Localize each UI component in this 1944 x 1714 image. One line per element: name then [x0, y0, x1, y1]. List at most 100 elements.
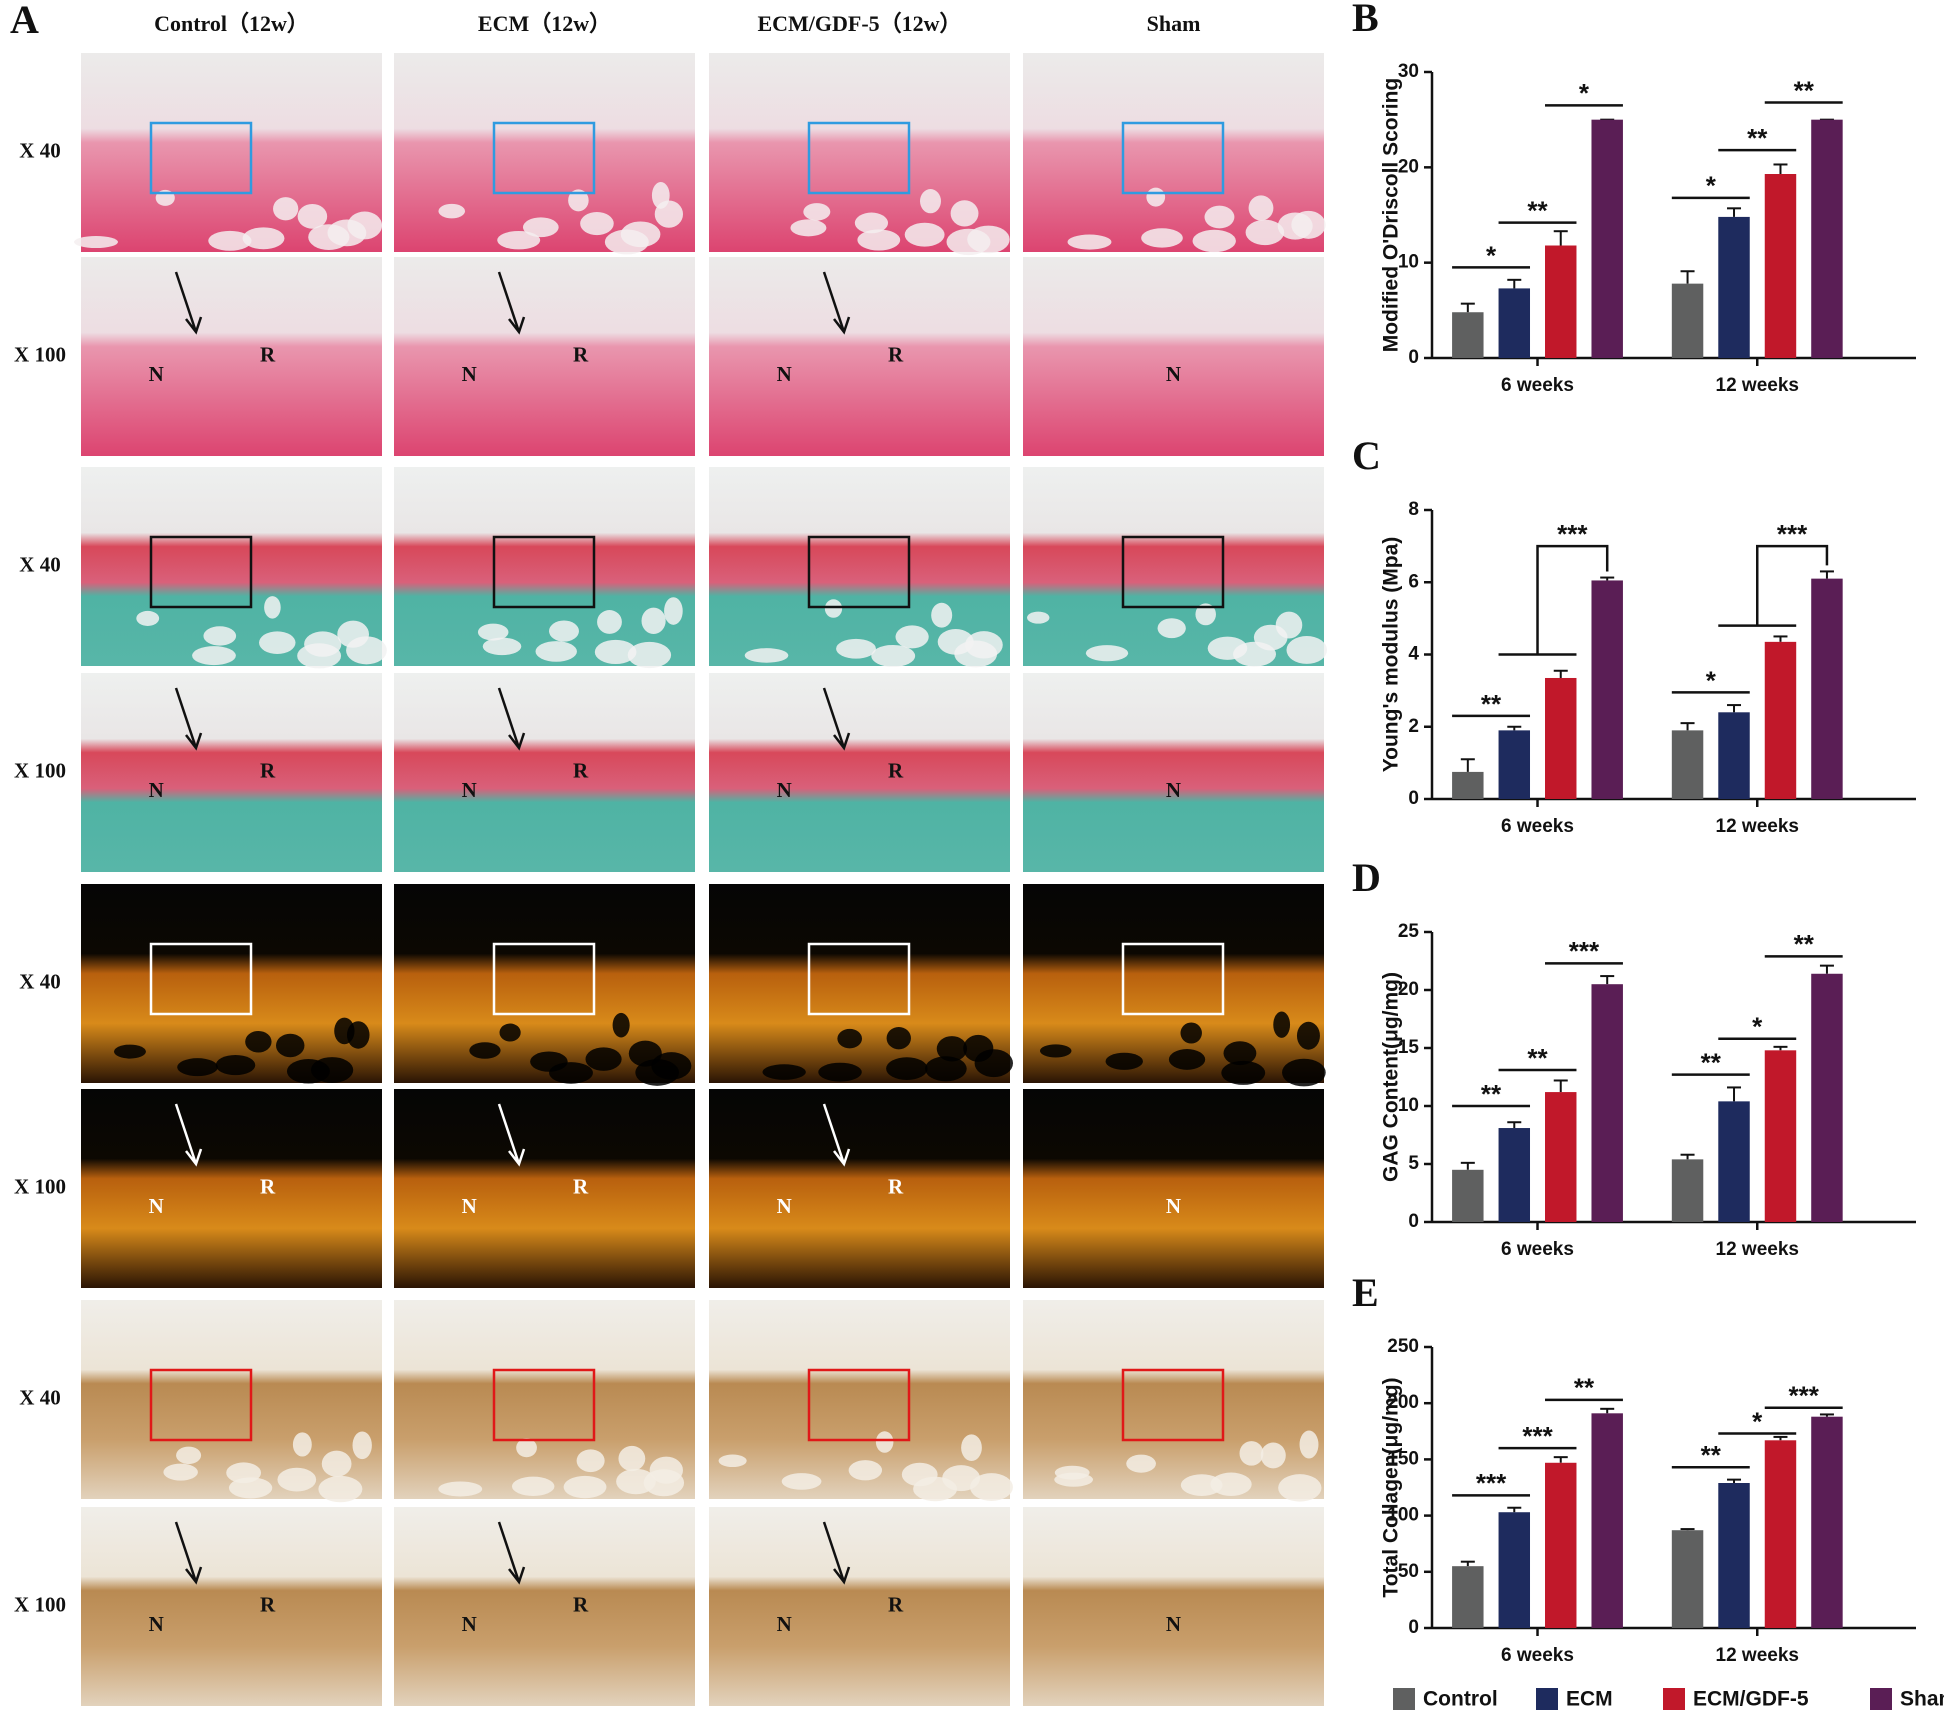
histology-image — [1023, 257, 1324, 456]
tissue-hole — [585, 1047, 622, 1071]
bar — [1452, 312, 1484, 358]
tissue-hole — [352, 1431, 372, 1460]
region-letter: N — [777, 778, 792, 802]
row-label: X 100 — [14, 342, 66, 366]
x-tick-label: 6 weeks — [1501, 375, 1574, 396]
bar — [1764, 641, 1797, 799]
tissue-hole — [1126, 1454, 1156, 1473]
bar — [1671, 1159, 1704, 1222]
tissue-hole — [1054, 1465, 1090, 1480]
bar — [1718, 712, 1750, 799]
histology-image — [81, 257, 382, 456]
zoom-box — [149, 535, 253, 609]
bar — [1498, 288, 1531, 358]
tissue-hole — [516, 1438, 537, 1458]
region-letter: N — [149, 1612, 164, 1636]
significance-stars: ** — [1701, 1440, 1722, 1470]
tissue-hole — [904, 222, 945, 247]
bar — [1764, 1440, 1797, 1628]
arrow — [822, 1103, 851, 1167]
histology-image — [709, 257, 1010, 456]
tissue-hole — [308, 224, 350, 250]
bar — [1545, 245, 1577, 358]
tissue-hole — [292, 1432, 312, 1457]
panel-label: B — [1352, 0, 1379, 40]
histology-image — [81, 1507, 382, 1706]
tissue-hole — [1141, 228, 1183, 248]
y-tick-label: 20 — [1398, 156, 1419, 177]
region-letter: N — [149, 362, 164, 386]
region-letter: N — [149, 778, 164, 802]
panel-label: D — [1352, 855, 1381, 900]
row-label: X 40 — [19, 1385, 60, 1409]
histology-image — [1023, 53, 1324, 252]
tissue-hole — [576, 1449, 605, 1473]
bar — [1764, 1050, 1797, 1222]
region-letter: R — [573, 1174, 589, 1198]
histology-image — [394, 1089, 695, 1288]
y-tick-label: 6 — [1408, 571, 1419, 592]
zoom-box — [492, 1368, 596, 1442]
bar — [1545, 1462, 1577, 1628]
region-letter: N — [1166, 1194, 1181, 1218]
tissue-hole — [1210, 1472, 1252, 1496]
tissue-hole — [854, 212, 889, 234]
tissue-hole — [1180, 1474, 1223, 1496]
tissue-hole — [176, 1446, 202, 1465]
histology-image — [1023, 1089, 1324, 1288]
significance-stars: ** — [1481, 1079, 1502, 1109]
zoom-box — [1121, 942, 1225, 1016]
tissue-hole — [1245, 219, 1285, 246]
bar — [1811, 119, 1843, 359]
tissue-hole — [965, 631, 1003, 659]
tissue-hole — [1233, 641, 1277, 667]
tissue-hole — [1248, 195, 1274, 221]
row-label: X 40 — [19, 969, 60, 993]
legend-swatch — [1393, 1688, 1415, 1710]
tissue-hole — [318, 1475, 363, 1503]
tissue-hole — [886, 1027, 911, 1050]
significance-bracket — [1498, 544, 1609, 656]
tissue-hole — [612, 1012, 630, 1038]
region-letter: R — [573, 1592, 589, 1616]
bar — [1545, 1092, 1577, 1222]
histology-image — [81, 53, 382, 252]
tissue-hole — [259, 631, 296, 655]
significance-stars: *** — [1789, 1381, 1820, 1411]
tissue-hole — [1192, 229, 1236, 253]
x-tick-label: 6 weeks — [1501, 1239, 1574, 1260]
tissue-hole — [203, 626, 237, 646]
tissue-hole — [273, 197, 299, 221]
region-letter: R — [573, 342, 589, 366]
histology-image — [1023, 1507, 1324, 1706]
tissue-hole — [974, 1049, 1014, 1078]
tissue-hole — [616, 1468, 656, 1495]
tissue-hole — [264, 596, 281, 619]
y-tick-label: 0 — [1408, 1211, 1419, 1232]
bar — [1452, 1566, 1484, 1628]
bar — [1591, 119, 1623, 359]
tissue-hole — [522, 217, 559, 238]
tissue-hole — [277, 1467, 317, 1492]
tissue-hole — [886, 1057, 928, 1081]
tissue-hole — [913, 1476, 958, 1502]
tissue-hole — [177, 1058, 218, 1077]
tissue-hole — [477, 623, 509, 641]
histology-image — [81, 1089, 382, 1288]
tissue-hole — [1291, 210, 1326, 239]
region-letter: N — [1166, 778, 1181, 802]
significance-stars: * — [1706, 171, 1717, 201]
tissue-hole — [549, 620, 579, 642]
histology-image — [394, 673, 695, 872]
histology-image — [709, 1507, 1010, 1706]
legend-label: ECM — [1566, 1688, 1613, 1711]
tissue-hole — [1067, 234, 1112, 250]
bar — [1591, 1413, 1623, 1628]
zoom-box — [492, 942, 596, 1016]
tissue-hole — [114, 1044, 146, 1059]
bar — [1498, 1512, 1531, 1628]
row-label: X 40 — [19, 552, 60, 576]
bar — [1498, 730, 1531, 799]
arrow — [497, 687, 526, 751]
